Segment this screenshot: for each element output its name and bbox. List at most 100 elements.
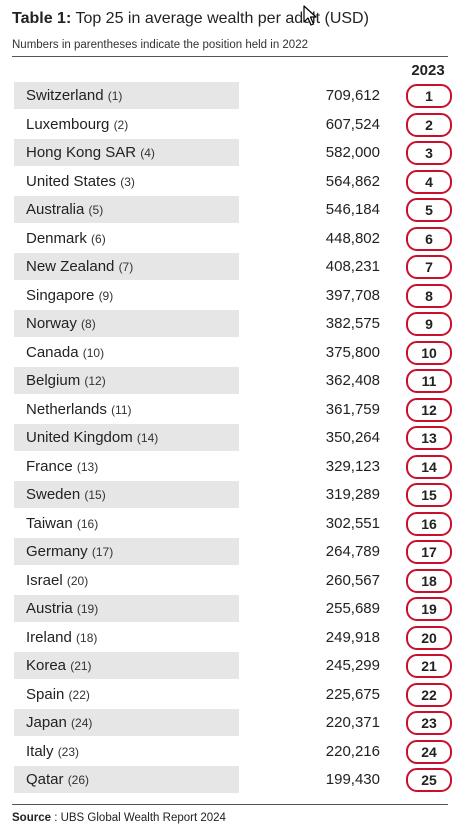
table-row: Italy (23) 220,216 24 (14, 738, 454, 767)
table-row: United States (3) 564,862 4 (14, 168, 454, 197)
wealth-value: 362,408 (325, 372, 380, 389)
table-row: Singapore (9) 397,708 8 (14, 282, 454, 311)
country-name: Austria (26, 600, 73, 617)
table-row: Ireland (18) 249,918 20 (14, 624, 454, 653)
table-row: Qatar (26) 199,430 25 (14, 766, 454, 795)
country-cell: Germany (17) (14, 538, 239, 565)
rank-badge: 21 (406, 654, 452, 678)
mouse-cursor-icon (303, 5, 317, 26)
table-row: Belgium (12) 362,408 11 (14, 367, 454, 396)
country-name: Denmark (26, 229, 87, 247)
wealth-value: 225,675 (325, 685, 380, 703)
country-cell: Australia (5) (14, 196, 239, 223)
country-cell: Italy (23) (14, 738, 239, 765)
rank-badge: 10 (406, 340, 452, 365)
wealth-value: 220,216 (325, 742, 380, 760)
previous-position: (15) (84, 488, 106, 502)
country-name: Luxembourg (26, 115, 110, 133)
wealth-value: 260,567 (325, 571, 380, 589)
previous-position: (18) (76, 630, 98, 645)
previous-position: (5) (88, 203, 104, 217)
table-row: France (13) 329,123 14 (14, 453, 454, 482)
previous-position: (23) (57, 744, 80, 759)
country-name: New Zealand (26, 258, 115, 275)
rank-badge: 9 (406, 312, 452, 336)
country-name: Sweden (26, 486, 81, 503)
wealth-value: 448,802 (325, 229, 380, 247)
country-cell: Austria (19) (14, 595, 239, 622)
table-row: Denmark (6) 448,802 6 (14, 225, 454, 254)
source-note: Source : UBS Global Wealth Report 2024 (12, 812, 226, 824)
previous-position: (13) (76, 459, 99, 474)
rank-badge: 14 (406, 454, 452, 479)
previous-position: (11) (111, 402, 132, 417)
previous-position: (12) (84, 374, 106, 388)
source-label: Source (12, 812, 51, 824)
rank-badge: 13 (406, 426, 452, 450)
wealth-value: 329,123 (325, 457, 380, 475)
top-divider (12, 56, 448, 57)
country-name: Australia (26, 201, 85, 218)
wealth-value: 709,612 (325, 87, 380, 104)
table-row: Austria (19) 255,689 19 (14, 595, 454, 624)
table-title: Table 1: Top 25 in average wealth per ad… (12, 10, 369, 28)
wealth-value: 199,430 (325, 771, 380, 788)
country-cell: Denmark (6) (14, 225, 239, 252)
country-cell: Belgium (12) (14, 367, 239, 394)
table-row: Spain (22) 225,675 22 (14, 681, 454, 710)
wealth-value: 302,551 (325, 514, 380, 532)
table-row: Netherlands (11) 361,759 12 (14, 396, 454, 425)
table-row: Luxembourg (2) 607,524 2 (14, 111, 454, 140)
wealth-value: 607,524 (325, 115, 380, 133)
rank-badge: 11 (406, 369, 452, 393)
previous-position: (24) (71, 716, 93, 730)
table-row: Switzerland (1) 709,612 1 (14, 82, 454, 111)
previous-position: (19) (76, 602, 99, 616)
country-cell: Ireland (18) (14, 624, 239, 651)
rank-badge: 18 (406, 568, 452, 593)
table-row: Canada (10) 375,800 10 (14, 339, 454, 368)
previous-position: (4) (140, 146, 155, 160)
wealth-value: 264,789 (325, 543, 380, 560)
country-name: Belgium (26, 372, 81, 389)
country-cell: Israel (20) (14, 567, 239, 594)
rank-badge: 7 (406, 255, 452, 279)
rank-badge: 19 (406, 597, 452, 621)
previous-position: (9) (98, 288, 114, 303)
country-name: Ireland (26, 628, 72, 646)
country-name: Hong Kong SAR (26, 144, 137, 161)
country-name: Korea (26, 657, 67, 674)
rank-badge: 17 (406, 540, 452, 564)
country-cell: Qatar (26) (14, 766, 239, 793)
previous-position: (14) (136, 431, 159, 445)
country-name: Qatar (26, 771, 64, 788)
rank-badge: 23 (406, 711, 452, 735)
country-name: Canada (26, 343, 79, 361)
table-subtitle: Numbers in parentheses indicate the posi… (12, 39, 308, 51)
previous-position: (10) (82, 345, 105, 360)
rank-badge: 22 (406, 682, 452, 707)
previous-position: (1) (107, 89, 123, 103)
country-name: Spain (26, 685, 65, 703)
table-row: Sweden (15) 319,289 15 (14, 481, 454, 510)
wealth-value: 245,299 (325, 657, 380, 674)
country-name: United Kingdom (26, 429, 133, 446)
country-cell: France (13) (14, 453, 239, 480)
country-cell: Spain (22) (14, 681, 239, 708)
country-cell: Luxembourg (2) (14, 111, 239, 138)
country-cell: Canada (10) (14, 339, 239, 366)
table-row: Japan (24) 220,371 23 (14, 709, 454, 738)
previous-position: (17) (91, 545, 114, 559)
rank-badge: 4 (406, 169, 452, 194)
wealth-value: 546,184 (325, 201, 380, 218)
previous-position: (20) (66, 573, 89, 588)
wealth-value: 564,862 (325, 172, 380, 190)
wealth-value: 249,918 (325, 628, 380, 646)
wealth-value: 397,708 (325, 286, 380, 304)
rank-badge: 6 (406, 226, 452, 251)
table-row: Taiwan (16) 302,551 16 (14, 510, 454, 539)
table-row: New Zealand (7) 408,231 7 (14, 253, 454, 282)
wealth-value: 319,289 (325, 486, 380, 503)
table-row: Norway (8) 382,575 9 (14, 310, 454, 339)
rank-badge: 20 (406, 625, 452, 650)
